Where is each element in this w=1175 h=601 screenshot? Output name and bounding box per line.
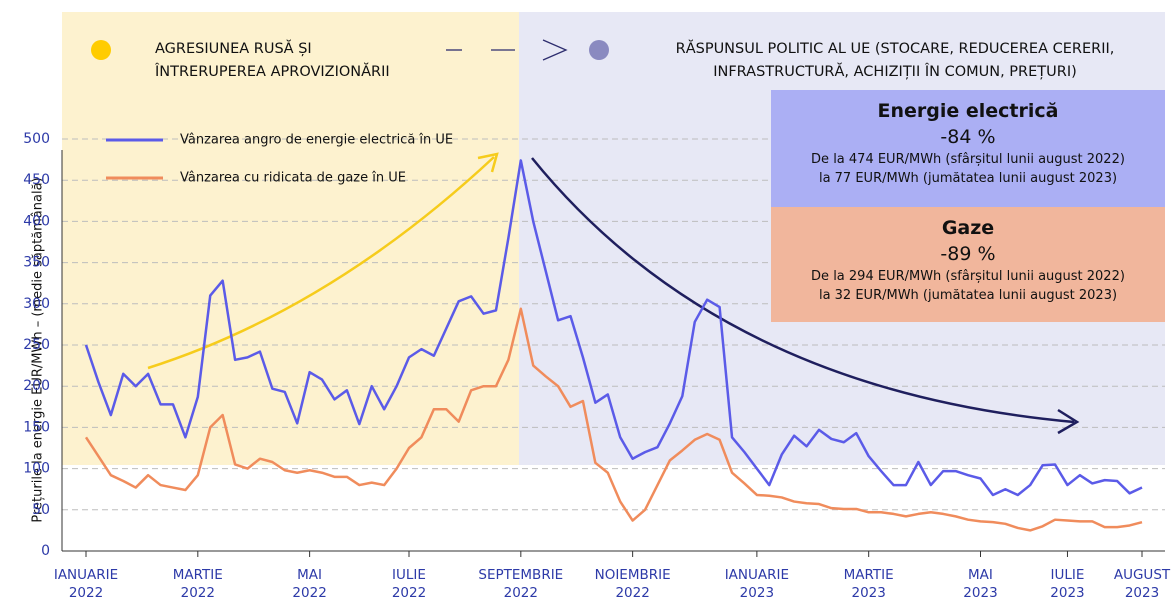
y-tick-label: 50 <box>32 502 50 518</box>
box-notes: De la 294 EUR/MWh (sfârșitul lunii augus… <box>771 267 1165 305</box>
y-tick-label: 200 <box>23 378 50 394</box>
y-tick-label: 450 <box>23 172 50 188</box>
x-tick-label: SEPTEMBRIE 2022 <box>478 567 564 601</box>
phase-2-label: RĂSPUNSUL POLITIC AL UE (STOCARE, REDUCE… <box>640 38 1150 84</box>
y-tick-label: 300 <box>23 296 50 312</box>
x-tick-label: MAI 2022 <box>292 567 327 601</box>
box-note: De la 474 EUR/MWh (sfârșitul lunii augus… <box>811 152 1125 167</box>
x-tick-label: IANUARIE 2023 <box>724 567 790 601</box>
info-box: Gaze -89 % De la 294 EUR/MWh (sfârșitul lu… <box>771 207 1165 322</box>
y-tick-label: 0 <box>41 543 50 559</box>
phase-2-line: INFRASTRUCTURĂ, ACHIZIȚII ÎN COMUN, PREȚ… <box>713 64 1077 80</box>
box-title: Energie electrică <box>877 100 1059 122</box>
box-note: De la 294 EUR/MWh (sfârșitul lunii augus… <box>811 269 1125 284</box>
phase-1-line: AGRESIUNEA RUSĂ ȘI <box>155 41 312 57</box>
y-axis-label: Prețurile la energie EUR/MWh – (medie să… <box>31 177 46 522</box>
y-tick-label: 250 <box>23 337 50 353</box>
x-tick-label: MARTIE 2023 <box>843 567 894 601</box>
x-tick-label: NOIEMBRIE 2022 <box>594 567 671 601</box>
line-series <box>84 159 1143 497</box>
rise-arrow <box>147 156 495 370</box>
box-notes: De la 474 EUR/MWh (sfârșitul lunii augus… <box>771 150 1165 188</box>
phase-2-dot <box>589 40 609 60</box>
phase-1-line: ÎNTRERUPEREA APROVIZIONĂRII <box>155 64 390 80</box>
x-tick-label: IANUARIE 2022 <box>53 567 119 601</box>
fall-arrow <box>531 157 1075 424</box>
phase-2-line: RĂSPUNSUL POLITIC AL UE (STOCARE, REDUCE… <box>675 41 1115 57</box>
x-tick-label: AUGUST 2023 <box>1113 567 1171 601</box>
line-series <box>84 307 1143 532</box>
box-note: la 77 EUR/MWh (jumătatea lunii august 20… <box>818 171 1118 186</box>
y-tick-label: 500 <box>23 131 50 147</box>
x-tick-label: IULIE 2023 <box>1050 567 1085 601</box>
box-change: -89 % <box>940 243 996 265</box>
y-tick-label: 350 <box>23 255 50 271</box>
info-box: Energie electrică -84 % De la 474 EUR/MWh … <box>771 90 1165 207</box>
box-change: -84 % <box>940 126 996 148</box>
legend-label: Vânzarea angro de energie electrică în U… <box>180 133 453 148</box>
rise-arrowhead <box>477 152 499 173</box>
legend-label: Vânzarea cu ridicata de gaze în UE <box>180 171 406 186</box>
y-tick-label: 100 <box>23 461 50 477</box>
box-title: Gaze <box>941 217 995 239</box>
x-tick-label: IULIE 2022 <box>391 567 427 601</box>
phase-1-bg <box>62 12 519 465</box>
x-tick-label: MARTIE 2022 <box>172 567 223 601</box>
phase-1-dot <box>91 40 111 60</box>
y-tick-label: 400 <box>23 213 50 229</box>
y-tick-label: 150 <box>23 419 50 435</box>
phase-arrow <box>446 39 568 61</box>
x-tick-label: MAI 2023 <box>963 567 998 601</box>
fall-arrowhead <box>1057 408 1080 435</box>
phase-1-label: AGRESIUNEA RUSĂ ȘI ÎNTRERUPEREA APROVIZI… <box>155 38 390 84</box>
box-note: la 32 EUR/MWh (jumătatea lunii august 20… <box>818 288 1118 303</box>
